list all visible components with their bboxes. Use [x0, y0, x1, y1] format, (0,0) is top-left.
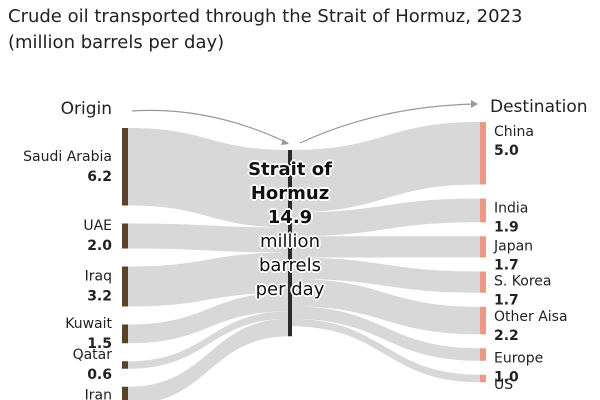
- source-bar: [122, 128, 128, 206]
- source-label: Saudi Arabia: [23, 149, 112, 165]
- center-name: Strait of Hormuz: [248, 159, 332, 204]
- source-label: Qatar: [73, 347, 113, 363]
- origin-label: Origin: [61, 99, 112, 119]
- source-label: Kuwait: [65, 316, 112, 332]
- arrow-head: [281, 139, 289, 145]
- flow: [290, 198, 480, 237]
- source-value: 3.2: [87, 289, 112, 305]
- destination-label: Other Aisa: [494, 309, 568, 325]
- flow: [128, 252, 290, 307]
- destination-label: US: [494, 377, 513, 393]
- source-bar: [122, 223, 128, 249]
- arrow-head: [471, 100, 478, 108]
- destination-value: 2.2: [494, 328, 519, 344]
- flow: [128, 318, 290, 400]
- source-bar: [122, 361, 128, 369]
- flow: [290, 122, 480, 213]
- center-value: 14.9: [267, 207, 313, 228]
- destination-value: 1.9: [494, 220, 519, 236]
- source-value: 6.2: [87, 169, 112, 185]
- flow: [128, 311, 290, 369]
- destination-label: India: [494, 201, 528, 217]
- flow: [290, 306, 480, 361]
- center-unit: million barrels per day: [255, 231, 325, 300]
- destination-bar: [480, 198, 486, 223]
- destination-label: Europe: [494, 350, 543, 366]
- destination-label: Destination: [490, 97, 588, 117]
- source-value: 0.6: [87, 367, 112, 383]
- source-label: UAE: [83, 218, 112, 234]
- chart-title: Crude oil transported through the Strait…: [8, 6, 523, 53]
- destination-bar: [480, 122, 486, 185]
- source-bar: [122, 266, 128, 307]
- source-label: Iran: [85, 388, 112, 400]
- destination-bar: [480, 306, 486, 335]
- destination-value: 5.0: [494, 143, 519, 159]
- nodes: Saudi Arabia 6.2 UAE 2.0 Iraq 3.2 Kuwait 1.5Qat…: [23, 122, 568, 400]
- center-bar: [288, 150, 292, 337]
- flow: [128, 128, 290, 228]
- center-label: Strait of Hormuz 14.9 million barrels pe…: [235, 158, 345, 302]
- arrow: [131, 109, 289, 144]
- source-bar: [122, 386, 128, 400]
- flow: [290, 236, 480, 258]
- destination-label: Japan: [493, 238, 533, 254]
- source-value: 1.5: [87, 336, 112, 352]
- flow: [290, 278, 480, 335]
- destination-value: 1.0: [494, 369, 519, 385]
- destination-label: S. Korea: [494, 274, 551, 290]
- flow: [290, 257, 480, 293]
- arrow: [299, 103, 477, 144]
- destination-label: China: [494, 124, 534, 140]
- destination-bar: [480, 348, 486, 361]
- flows: [128, 122, 480, 400]
- destination-bar: [480, 374, 486, 383]
- flow: [290, 318, 480, 383]
- destination-bar: [480, 236, 486, 258]
- source-bar: [122, 324, 128, 344]
- flow: [128, 223, 290, 253]
- destination-bar: [480, 271, 486, 293]
- flow: [128, 292, 290, 344]
- destination-value: 1.7: [494, 293, 519, 309]
- destination-value: 1.7: [494, 257, 519, 273]
- source-value: 2.0: [87, 238, 112, 254]
- source-label: Iraq: [85, 269, 112, 285]
